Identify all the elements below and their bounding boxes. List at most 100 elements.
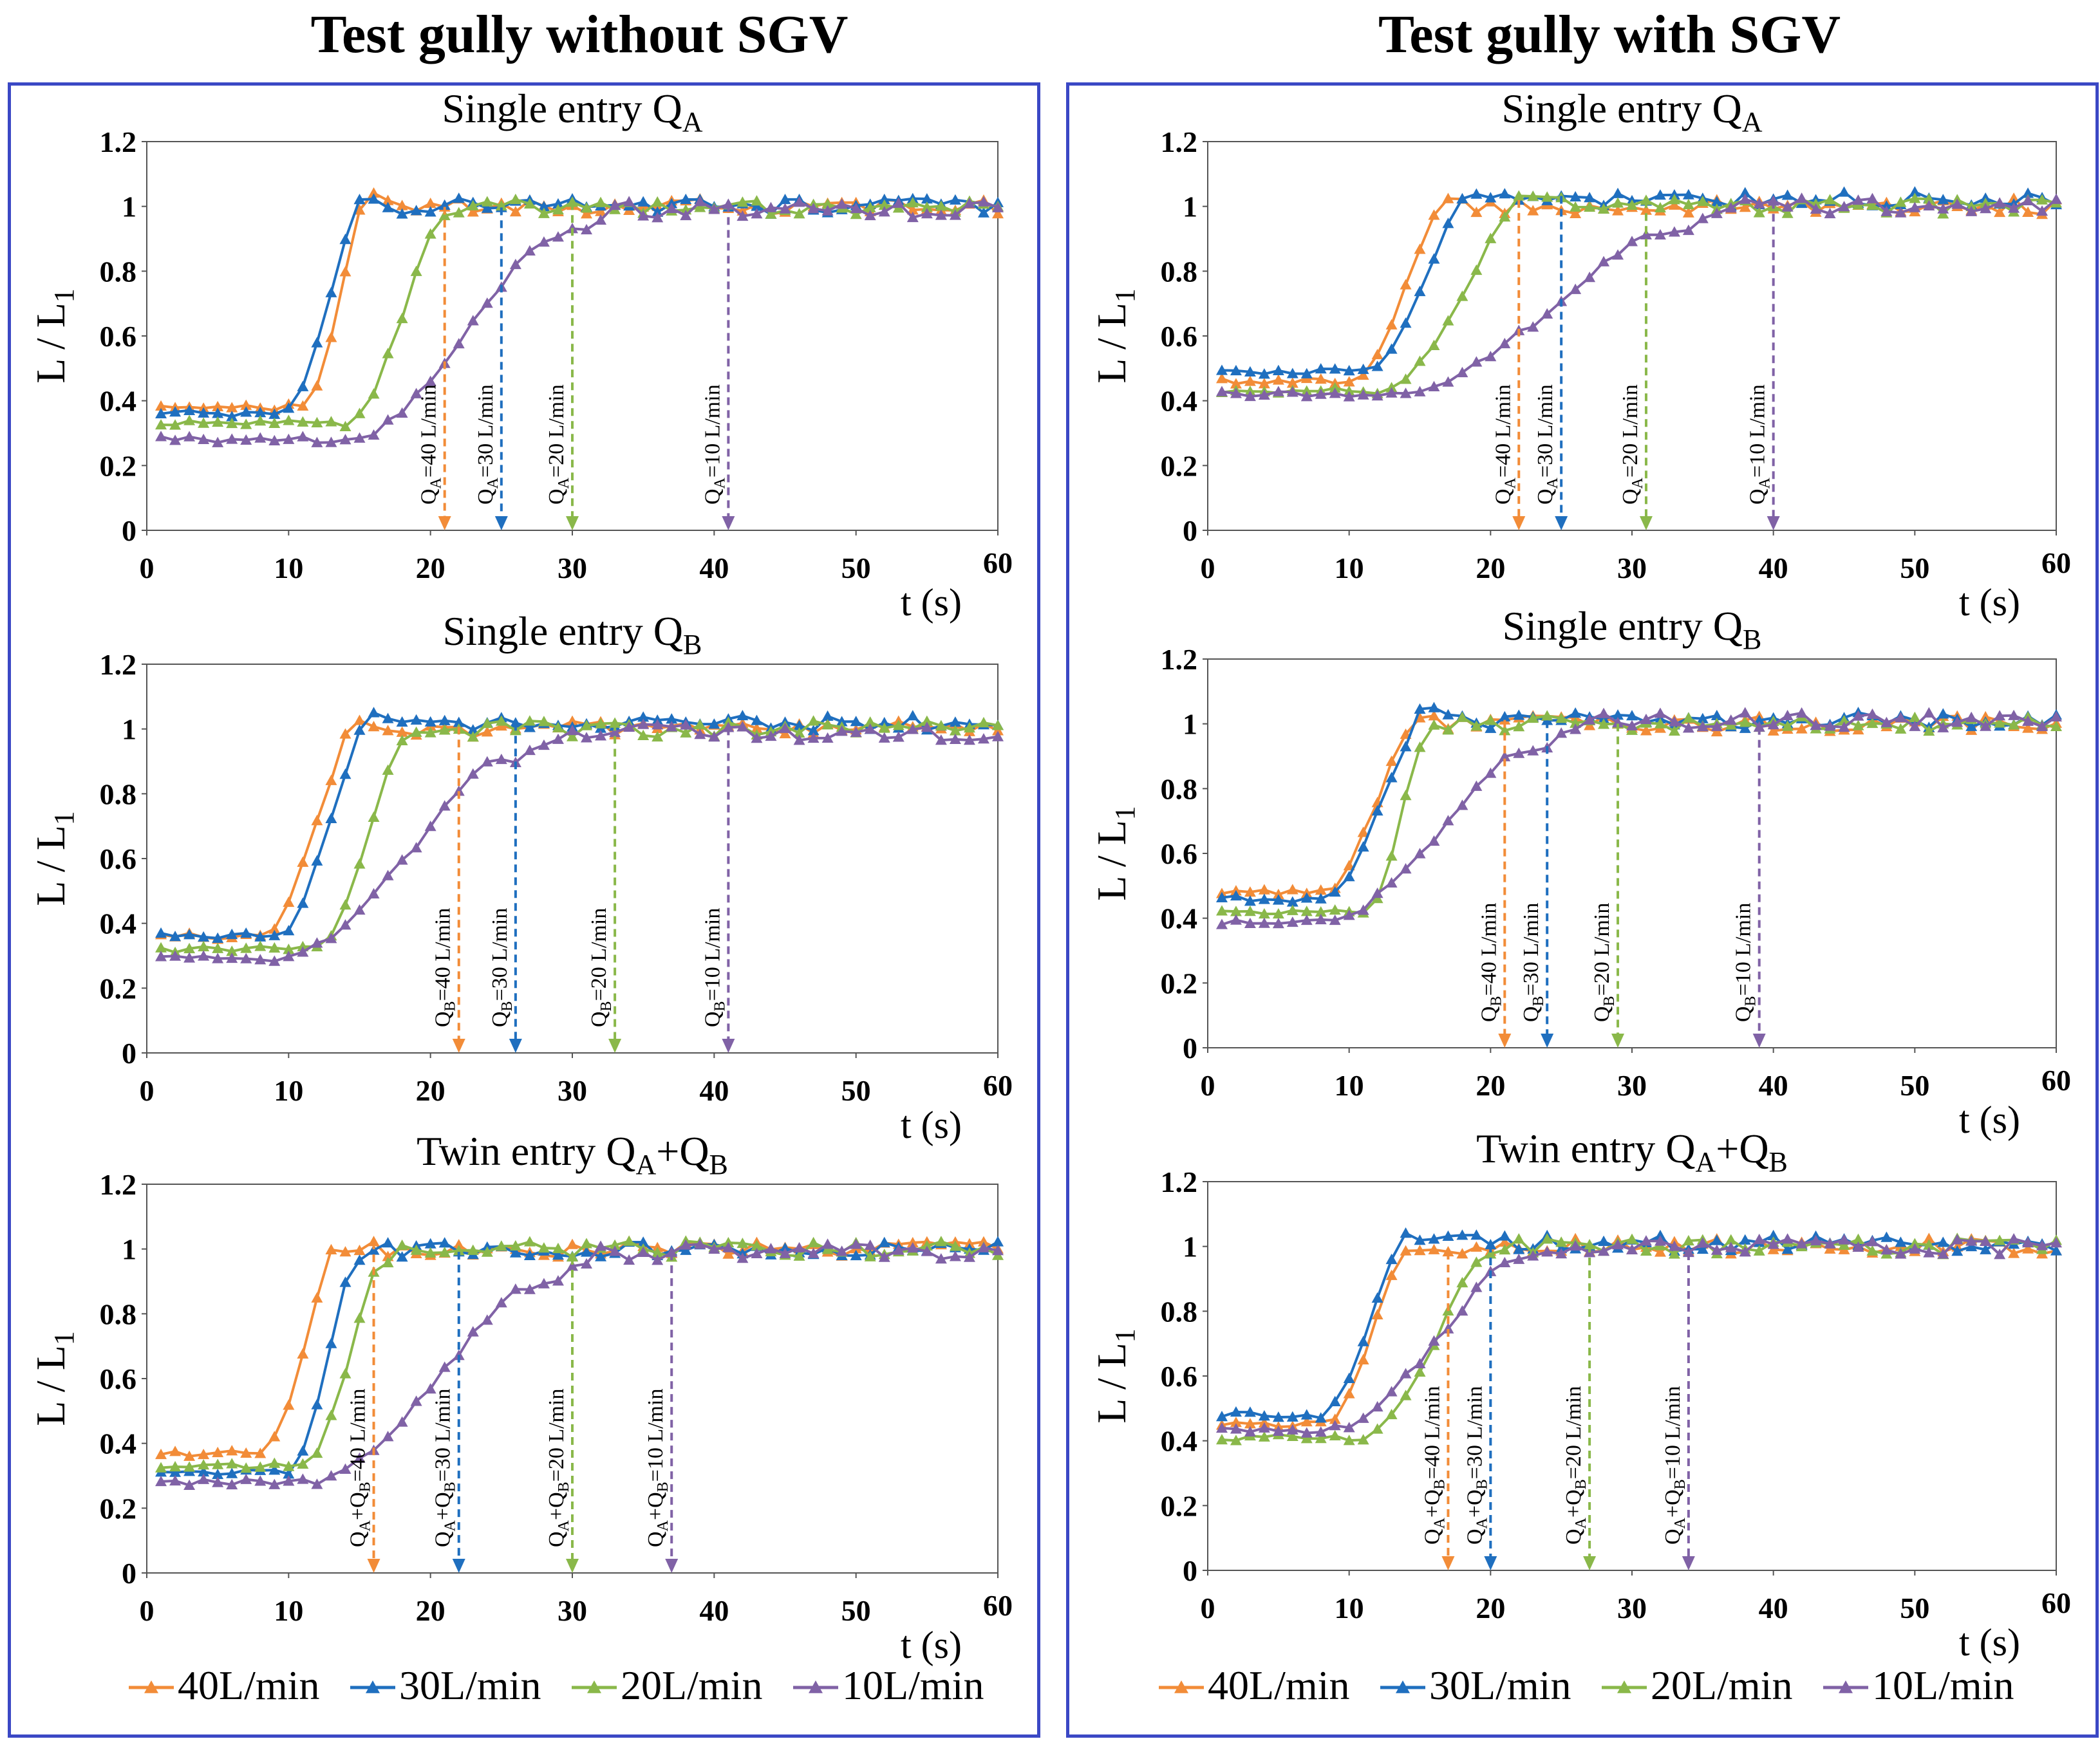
- data-point: [1880, 716, 1893, 727]
- data-point: [1499, 1243, 1511, 1255]
- data-point: [552, 203, 564, 215]
- data-point: [1541, 308, 1553, 319]
- data-point: [1414, 848, 1426, 859]
- x-tick-label: 30: [1617, 1592, 1647, 1624]
- data-point: [1414, 386, 1426, 396]
- y-tick-label: 1: [1183, 708, 1197, 741]
- data-point: [1286, 1424, 1298, 1435]
- data-point: [1937, 194, 1949, 205]
- data-point: [2036, 1240, 2048, 1251]
- data-point: [1272, 907, 1284, 919]
- data-point: [1570, 191, 1582, 202]
- data-point: [623, 1254, 635, 1265]
- data-point: [1909, 186, 1921, 197]
- data-point: [353, 904, 366, 915]
- data-point: [1357, 826, 1369, 837]
- data-point: [1414, 1234, 1426, 1245]
- data-point: [807, 725, 820, 736]
- chart-title: Single entry QA: [442, 86, 702, 138]
- data-point: [1258, 884, 1270, 895]
- data-point: [1682, 224, 1694, 236]
- data-point: [1244, 390, 1256, 402]
- data-point: [935, 209, 947, 220]
- data-point: [1400, 279, 1412, 290]
- data-point: [1880, 205, 1893, 216]
- data-point: [992, 1245, 1004, 1256]
- data-point: [339, 420, 352, 432]
- data-point: [396, 312, 408, 324]
- data-point: [1513, 1233, 1525, 1244]
- y-tick-label: 0.4: [1161, 902, 1198, 935]
- data-point: [353, 714, 366, 725]
- legend-label: 20L/min: [1651, 1662, 1792, 1708]
- data-point: [353, 407, 366, 418]
- data-point: [240, 399, 252, 410]
- data-point: [169, 950, 182, 961]
- data-point: [353, 204, 366, 215]
- data-point: [581, 1238, 593, 1249]
- panel-title-with-sgv: Test gully with SGV: [1378, 5, 1841, 64]
- data-point: [581, 720, 593, 730]
- data-point: [751, 200, 763, 211]
- data-point: [609, 1239, 621, 1250]
- data-point: [1456, 1229, 1468, 1240]
- data-point: [467, 200, 479, 210]
- data-point: [595, 1240, 607, 1251]
- data-point: [949, 716, 961, 727]
- marker-label: QB=10 L/min: [700, 908, 728, 1027]
- data-point: [935, 200, 947, 211]
- marker-label: QA+QB=40 L/min: [1420, 1386, 1448, 1545]
- data-point: [283, 944, 295, 954]
- data-point: [1300, 906, 1313, 916]
- data-point: [438, 1247, 451, 1258]
- x-tick-label: 0: [1201, 552, 1215, 584]
- data-point: [1400, 863, 1412, 874]
- data-point: [453, 1245, 465, 1256]
- data-point: [523, 1249, 536, 1260]
- data-point: [438, 209, 451, 221]
- data-point: [977, 207, 989, 218]
- data-point: [921, 1245, 933, 1256]
- data-point: [1781, 1233, 1794, 1244]
- data-point: [424, 716, 436, 727]
- y-tick-label: 0.6: [1161, 837, 1198, 870]
- x-tick-label: 10: [1335, 1592, 1364, 1624]
- data-point: [424, 197, 436, 209]
- x-tick-label: 50: [841, 552, 871, 584]
- data-point: [382, 414, 394, 425]
- data-point: [1682, 712, 1694, 723]
- data-point: [581, 732, 593, 743]
- data-point: [680, 193, 692, 205]
- data-point: [353, 724, 366, 735]
- data-point: [1329, 363, 1341, 374]
- legend-with-sgv: 40L/min 30L/min 20L/min 10L/min: [1159, 1662, 2014, 1708]
- data-point: [155, 431, 167, 442]
- marker-arrowhead: [1541, 1034, 1554, 1048]
- data-point: [1300, 914, 1313, 925]
- data-point: [567, 715, 578, 726]
- data-point: [1739, 707, 1751, 718]
- data-point: [1428, 380, 1440, 391]
- data-point: [1385, 772, 1398, 783]
- data-point: [1866, 1236, 1879, 1247]
- data-point: [1696, 721, 1709, 732]
- data-point: [935, 1236, 947, 1247]
- data-point: [438, 724, 451, 735]
- data-point: [892, 720, 905, 730]
- data-point: [1442, 815, 1454, 826]
- data-point: [567, 1251, 578, 1262]
- data-point: [1385, 1408, 1398, 1420]
- data-point: [623, 721, 635, 732]
- data-point: [1584, 271, 1596, 283]
- data-point: [297, 431, 309, 442]
- data-point: [325, 933, 337, 944]
- data-point: [1767, 1238, 1779, 1249]
- data-point: [1838, 1234, 1850, 1245]
- data-point: [155, 1462, 167, 1473]
- x-tick-label: 0: [1201, 1069, 1215, 1102]
- chart-title: Single entry QA: [1501, 86, 1762, 138]
- panel-with-sgv: [1066, 82, 2099, 1738]
- marker-label: QA+QB=10 L/min: [1661, 1386, 1689, 1545]
- data-point: [212, 1476, 224, 1487]
- x-tick-label: 60: [983, 546, 1013, 579]
